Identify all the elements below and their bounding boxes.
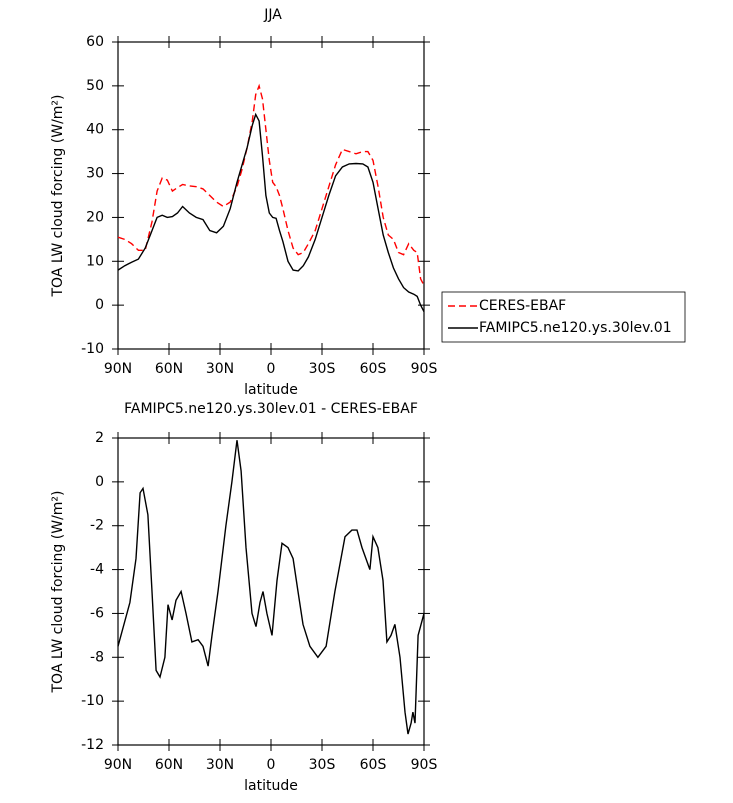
y-tick-label: 30 [86, 166, 104, 182]
y-tick-label: 40 [86, 122, 104, 138]
legend-label: FAMIPC5.ne120.ys.30lev.01 [479, 320, 672, 336]
x-tick-label: 60S [360, 757, 387, 773]
x-tick-label: 90S [411, 757, 438, 773]
y-tick-label: -10 [81, 693, 104, 709]
x-tick-label: 60N [155, 757, 183, 773]
legend-box [441, 291, 686, 343]
chart-title: FAMIPC5.ne120.ys.30lev.01 - CERES-EBAF [124, 401, 418, 417]
y-tick-label: -4 [90, 562, 104, 578]
x-axis-label: latitude [244, 382, 298, 398]
x-tick-label: 90S [411, 361, 438, 377]
y-tick-label: -6 [90, 605, 104, 621]
x-tick-label: 90N [104, 757, 132, 773]
x-tick-label: 0 [267, 361, 276, 377]
x-tick-label: 30S [309, 757, 336, 773]
legend-label: CERES-EBAF [479, 298, 566, 314]
y-tick-label: 60 [86, 34, 104, 50]
y-tick-label: 50 [86, 78, 104, 94]
data-line [117, 112, 425, 313]
x-tick-label: 90N [104, 361, 132, 377]
y-tick-label: 20 [86, 209, 104, 225]
y-tick-label: -12 [81, 737, 104, 753]
y-tick-label: -10 [81, 341, 104, 357]
y-axis-label: TOA LW cloud forcing (W/m²) [50, 95, 66, 298]
x-tick-label: 30N [206, 757, 234, 773]
y-tick-label: -8 [90, 649, 104, 665]
y-tick-label: 0 [95, 474, 104, 490]
y-axis-label: TOA LW cloud forcing (W/m²) [50, 491, 66, 694]
x-axis-label: latitude [244, 778, 298, 794]
x-tick-label: 30S [309, 361, 336, 377]
y-tick-label: 10 [86, 253, 104, 269]
data-line [117, 440, 425, 735]
chart-title: JJA [263, 7, 282, 23]
x-tick-label: 30N [206, 361, 234, 377]
x-tick-label: 0 [267, 757, 276, 773]
data-line [117, 83, 425, 286]
y-tick-label: 2 [95, 430, 104, 446]
legend: CERES-EBAF FAMIPC5.ne120.ys.30lev.01 [441, 291, 686, 343]
x-tick-label: 60S [360, 361, 387, 377]
x-tick-label: 60N [155, 361, 183, 377]
plot-frame [117, 41, 425, 350]
plot-frame [117, 437, 425, 746]
y-tick-label: -2 [90, 518, 104, 534]
y-tick-label: 0 [95, 297, 104, 313]
